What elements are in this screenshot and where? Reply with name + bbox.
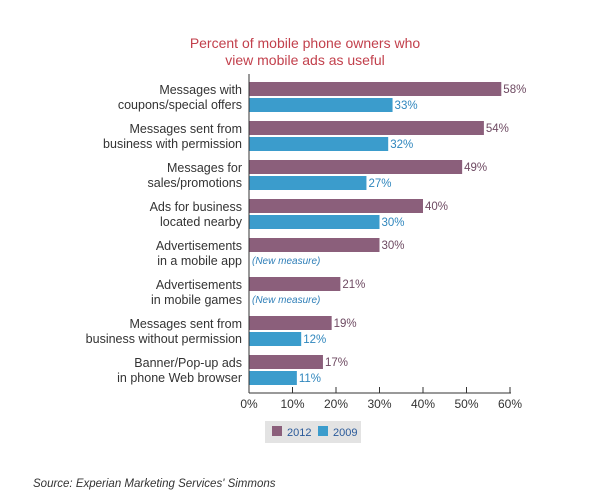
source-note: Source: Experian Marketing Services' Sim…	[33, 478, 276, 490]
data-label-2009: 32%	[390, 139, 413, 151]
data-label-2012: 40%	[425, 201, 448, 213]
category-label: business without permission	[86, 332, 242, 346]
bar-2012	[249, 238, 380, 252]
data-label-2012: 19%	[334, 318, 357, 330]
bar-2009	[249, 98, 393, 112]
data-label-2012: 30%	[382, 240, 405, 252]
category-label: Messages sent from	[129, 317, 242, 331]
bar-2009	[249, 215, 380, 229]
data-label-2009: 30%	[382, 217, 405, 229]
category-label: Advertisements	[156, 278, 242, 292]
category-label: Messages sent from	[129, 122, 242, 136]
data-label-2012: 54%	[486, 123, 509, 135]
bar-2012	[249, 355, 323, 369]
new-measure-label: (New measure)	[252, 295, 320, 306]
bar-2012	[249, 199, 423, 213]
data-label-2009: 11%	[299, 373, 321, 385]
legend-box	[265, 421, 361, 443]
data-label-2012: 49%	[464, 162, 487, 174]
data-label-2009: 27%	[368, 178, 391, 190]
chart-title-line-1: Percent of mobile phone owners who	[190, 35, 421, 51]
legend-label-2009: 2009	[333, 427, 357, 439]
bar-2012	[249, 82, 502, 96]
chart-title-line-2: view mobile ads as useful	[225, 52, 385, 68]
bar-2012	[249, 316, 332, 330]
x-tick-label: 10%	[280, 397, 304, 411]
data-label-2009: 12%	[303, 334, 326, 346]
category-label: business with permission	[103, 137, 242, 151]
bar-2012	[249, 121, 484, 135]
category-label: in a mobile app	[157, 254, 242, 268]
category-label: Banner/Pop-up ads	[134, 356, 242, 370]
legend-swatch-2012	[272, 426, 282, 436]
x-tick-label: 50%	[454, 397, 478, 411]
data-label-2012: 21%	[342, 279, 365, 291]
category-label: Messages for	[167, 161, 242, 175]
data-label-2012: 17%	[325, 357, 348, 369]
x-tick-label: 30%	[367, 397, 391, 411]
category-label: in mobile games	[151, 293, 242, 307]
bar-2012	[249, 160, 463, 174]
category-label: Ads for business	[150, 200, 242, 214]
bar-2009	[249, 137, 389, 151]
category-label: Advertisements	[156, 239, 242, 253]
category-label: in phone Web browser	[117, 371, 242, 385]
category-label: coupons/special offers	[118, 98, 242, 112]
new-measure-label: (New measure)	[252, 256, 320, 267]
category-label: located nearby	[160, 215, 243, 229]
x-tick-label: 40%	[411, 397, 435, 411]
bar-2009	[249, 332, 302, 346]
x-tick-label: 0%	[240, 397, 258, 411]
bar-2012	[249, 277, 341, 291]
x-tick-label: 20%	[324, 397, 348, 411]
x-tick-label: 60%	[498, 397, 522, 411]
category-label: sales/promotions	[148, 176, 243, 190]
data-label-2012: 58%	[503, 84, 526, 96]
bar-2009	[249, 371, 297, 385]
category-label: Messages with	[159, 83, 242, 97]
data-label-2009: 33%	[395, 100, 418, 112]
legend-label-2012: 2012	[287, 427, 311, 439]
bar-2009	[249, 176, 367, 190]
legend-swatch-2009	[318, 426, 328, 436]
